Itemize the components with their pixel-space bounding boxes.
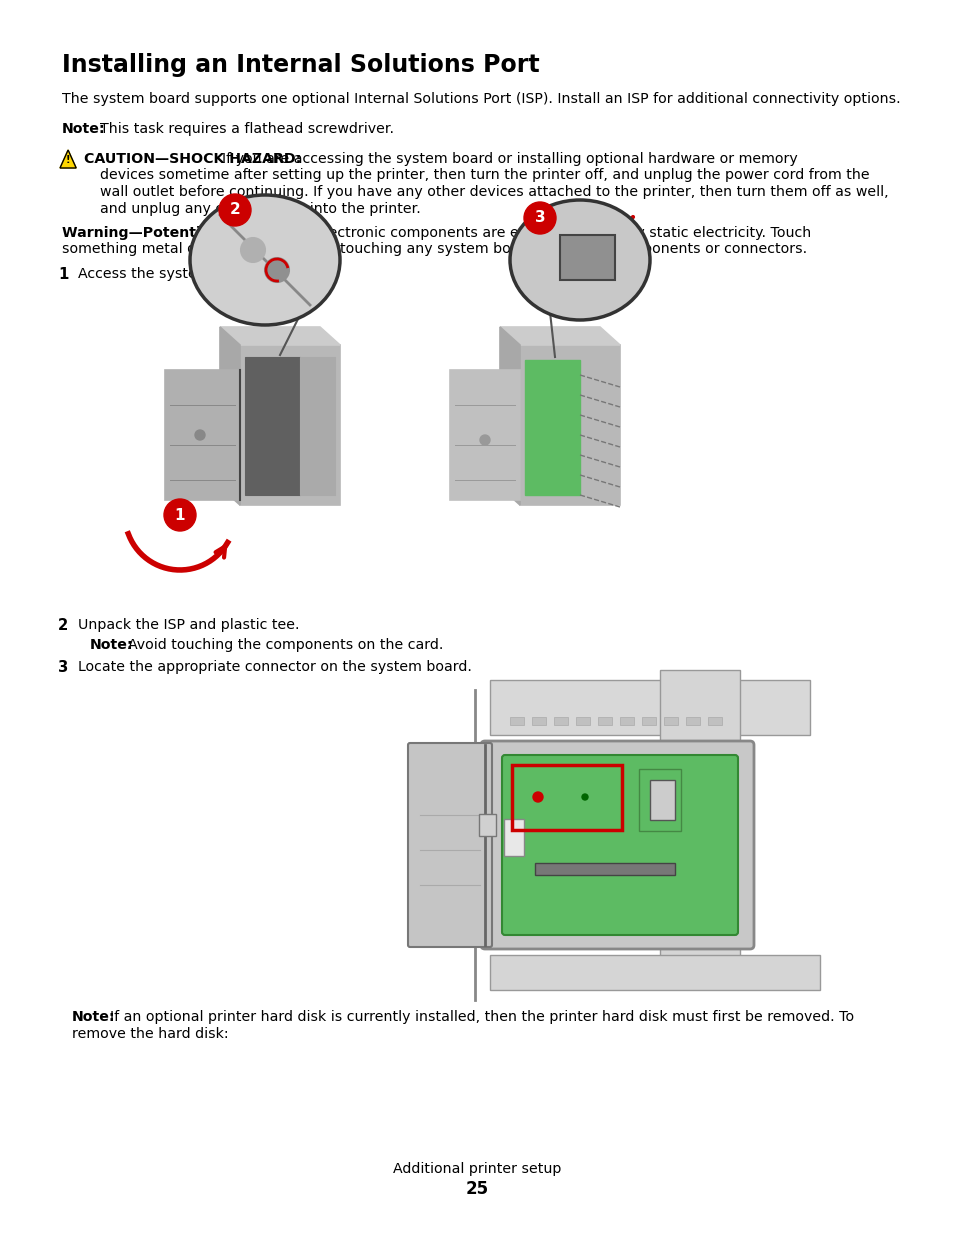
Circle shape xyxy=(241,238,265,262)
FancyBboxPatch shape xyxy=(503,819,523,856)
Circle shape xyxy=(523,203,556,233)
Ellipse shape xyxy=(510,200,649,320)
FancyBboxPatch shape xyxy=(663,718,678,725)
FancyBboxPatch shape xyxy=(598,718,612,725)
FancyBboxPatch shape xyxy=(501,755,738,935)
FancyBboxPatch shape xyxy=(559,235,615,280)
Text: remove the hard disk:: remove the hard disk: xyxy=(71,1026,229,1041)
Ellipse shape xyxy=(190,195,339,325)
Text: Warning—Potential Damage:: Warning—Potential Damage: xyxy=(62,226,291,240)
Text: and unplug any cables going into the printer.: and unplug any cables going into the pri… xyxy=(100,201,420,215)
FancyBboxPatch shape xyxy=(478,814,496,836)
FancyBboxPatch shape xyxy=(649,781,675,820)
FancyBboxPatch shape xyxy=(490,680,809,735)
Polygon shape xyxy=(299,357,335,495)
Circle shape xyxy=(533,792,542,802)
Text: Additional printer setup: Additional printer setup xyxy=(393,1162,560,1176)
Text: 1: 1 xyxy=(174,508,185,522)
Polygon shape xyxy=(220,327,339,345)
Text: 3: 3 xyxy=(534,210,545,226)
Polygon shape xyxy=(240,345,339,505)
Text: This task requires a flathead screwdriver.: This task requires a flathead screwdrive… xyxy=(100,122,394,136)
Text: something metal on the printer before touching any system board electronic compo: something metal on the printer before to… xyxy=(62,242,806,257)
FancyBboxPatch shape xyxy=(532,718,545,725)
Circle shape xyxy=(194,430,205,440)
Text: !: ! xyxy=(66,156,71,165)
Text: If you are accessing the system board or installing optional hardware or memory: If you are accessing the system board or… xyxy=(222,152,797,165)
FancyBboxPatch shape xyxy=(535,863,675,876)
Text: Avoid touching the components on the card.: Avoid touching the components on the car… xyxy=(128,638,443,652)
Polygon shape xyxy=(60,149,76,168)
Polygon shape xyxy=(450,370,519,500)
Circle shape xyxy=(219,194,251,226)
Polygon shape xyxy=(499,327,519,505)
FancyBboxPatch shape xyxy=(639,769,680,831)
Text: 2: 2 xyxy=(230,203,240,217)
Text: System board electronic components are easily damaged by static electricity. Tou: System board electronic components are e… xyxy=(213,226,810,240)
Text: 1: 1 xyxy=(58,267,69,282)
Polygon shape xyxy=(245,357,299,495)
Text: 2: 2 xyxy=(58,618,69,634)
Text: The system board supports one optional Internal Solutions Port (ISP). Install an: The system board supports one optional I… xyxy=(62,91,900,106)
Text: Access the system board.: Access the system board. xyxy=(78,267,260,282)
Text: 3: 3 xyxy=(58,659,69,676)
Text: Note:: Note: xyxy=(90,638,133,652)
Text: devices sometime after setting up the printer, then turn the printer off, and un: devices sometime after setting up the pr… xyxy=(100,168,869,183)
FancyBboxPatch shape xyxy=(619,718,634,725)
Text: Unpack the ISP and plastic tee.: Unpack the ISP and plastic tee. xyxy=(78,618,299,632)
FancyBboxPatch shape xyxy=(480,741,753,948)
Polygon shape xyxy=(165,370,240,500)
FancyBboxPatch shape xyxy=(707,718,721,725)
FancyBboxPatch shape xyxy=(510,718,523,725)
Circle shape xyxy=(479,435,490,445)
Text: If an optional printer hard disk is currently installed, then the printer hard d: If an optional printer hard disk is curr… xyxy=(110,1010,853,1024)
FancyBboxPatch shape xyxy=(554,718,567,725)
FancyBboxPatch shape xyxy=(685,718,700,725)
Polygon shape xyxy=(499,327,619,345)
Text: Locate the appropriate connector on the system board.: Locate the appropriate connector on the … xyxy=(78,659,472,674)
FancyBboxPatch shape xyxy=(641,718,656,725)
Text: Note:: Note: xyxy=(62,122,106,136)
Polygon shape xyxy=(524,359,579,495)
FancyBboxPatch shape xyxy=(659,671,740,960)
FancyBboxPatch shape xyxy=(576,718,589,725)
Text: 25: 25 xyxy=(465,1179,488,1198)
Circle shape xyxy=(265,258,289,282)
FancyBboxPatch shape xyxy=(490,955,820,990)
Circle shape xyxy=(164,499,195,531)
Text: Note:: Note: xyxy=(71,1010,115,1024)
Circle shape xyxy=(581,794,587,800)
Text: Installing an Internal Solutions Port: Installing an Internal Solutions Port xyxy=(62,53,539,77)
Text: wall outlet before continuing. If you have any other devices attached to the pri: wall outlet before continuing. If you ha… xyxy=(100,185,887,199)
Polygon shape xyxy=(519,345,619,505)
FancyBboxPatch shape xyxy=(408,743,492,947)
Text: CAUTION—SHOCK HAZARD:: CAUTION—SHOCK HAZARD: xyxy=(84,152,301,165)
Polygon shape xyxy=(220,327,240,505)
